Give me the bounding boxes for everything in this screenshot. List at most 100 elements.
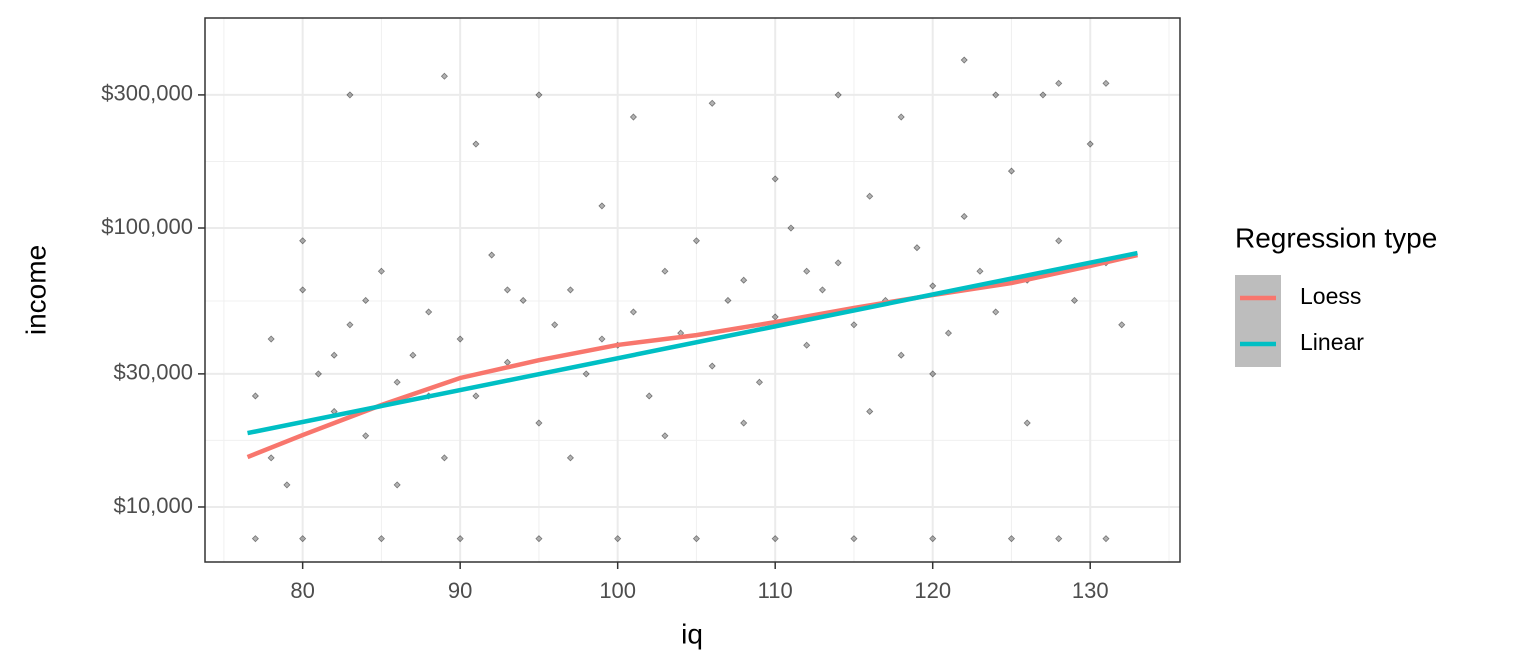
point xyxy=(929,282,937,290)
plot-border xyxy=(204,17,1181,563)
point xyxy=(299,237,307,245)
x-axis-title: iq xyxy=(681,618,703,649)
x-tick-label: 110 xyxy=(758,578,793,603)
point xyxy=(377,267,385,275)
point xyxy=(551,321,559,329)
point xyxy=(976,267,984,275)
point xyxy=(960,56,968,64)
point xyxy=(629,113,637,121)
point xyxy=(267,335,275,343)
point xyxy=(661,267,669,275)
point xyxy=(535,91,543,99)
point xyxy=(834,91,842,99)
point xyxy=(314,370,322,378)
point xyxy=(598,202,606,210)
point xyxy=(803,341,811,349)
point xyxy=(425,308,433,316)
point xyxy=(535,419,543,427)
y-tick-label: $100,000 xyxy=(101,214,193,239)
point xyxy=(598,335,606,343)
point xyxy=(834,259,842,267)
point xyxy=(251,392,259,400)
point xyxy=(850,321,858,329)
point xyxy=(708,362,716,370)
legend-label: Loess xyxy=(1300,283,1361,309)
point xyxy=(803,267,811,275)
legend-title: Regression type xyxy=(1235,222,1437,253)
point xyxy=(1102,79,1110,87)
y-tick-label: $30,000 xyxy=(113,360,193,385)
point xyxy=(251,535,259,543)
point xyxy=(472,140,480,148)
point xyxy=(724,296,732,305)
x-tick-label: 80 xyxy=(290,578,314,603)
x-tick-label: 100 xyxy=(599,578,636,603)
point xyxy=(771,175,779,183)
legend-label: Linear xyxy=(1300,329,1364,355)
point xyxy=(299,286,307,294)
point xyxy=(755,378,764,386)
point xyxy=(362,296,370,305)
point xyxy=(1086,140,1094,148)
point xyxy=(692,535,701,543)
point xyxy=(992,91,1000,99)
point xyxy=(440,454,448,462)
point xyxy=(456,335,464,343)
point xyxy=(1070,296,1079,305)
point xyxy=(377,535,385,543)
x-tick-label: 120 xyxy=(914,578,951,603)
point xyxy=(740,276,748,284)
point xyxy=(944,329,953,337)
point xyxy=(1055,79,1063,87)
point xyxy=(393,481,401,489)
point xyxy=(393,378,401,386)
point xyxy=(850,535,858,543)
point xyxy=(409,351,417,359)
point xyxy=(503,286,511,294)
point xyxy=(346,321,354,329)
point xyxy=(488,251,496,259)
y-tick-label: $300,000 xyxy=(101,81,193,106)
point xyxy=(299,535,307,543)
point xyxy=(1102,535,1110,543)
point xyxy=(897,351,905,359)
y-axis-title: income xyxy=(20,245,51,335)
point xyxy=(929,535,937,543)
point xyxy=(929,370,937,378)
point xyxy=(362,432,370,440)
point xyxy=(866,407,874,416)
point xyxy=(897,113,905,121)
point xyxy=(1007,535,1016,543)
point xyxy=(692,237,701,245)
point xyxy=(1055,535,1063,543)
x-tick-label: 90 xyxy=(448,578,472,603)
point xyxy=(346,91,354,99)
point xyxy=(330,351,338,359)
plot-background xyxy=(205,18,1180,562)
x-tick-label: 130 xyxy=(1072,578,1109,603)
point xyxy=(283,481,291,489)
point xyxy=(1055,237,1063,245)
point xyxy=(1118,321,1126,329)
point xyxy=(519,296,527,305)
point xyxy=(629,308,637,316)
point xyxy=(960,212,968,221)
point xyxy=(440,72,448,80)
point xyxy=(1007,167,1016,175)
point xyxy=(614,535,622,543)
point xyxy=(582,370,590,378)
point xyxy=(913,244,921,252)
point xyxy=(1023,419,1031,427)
point xyxy=(267,454,275,462)
point xyxy=(787,224,795,232)
point xyxy=(661,432,669,440)
point xyxy=(740,419,748,427)
point xyxy=(535,535,543,543)
point xyxy=(645,392,653,400)
point xyxy=(818,286,827,294)
point xyxy=(472,392,480,400)
point xyxy=(992,308,1000,316)
point xyxy=(771,535,779,543)
regression-line xyxy=(247,250,1138,436)
